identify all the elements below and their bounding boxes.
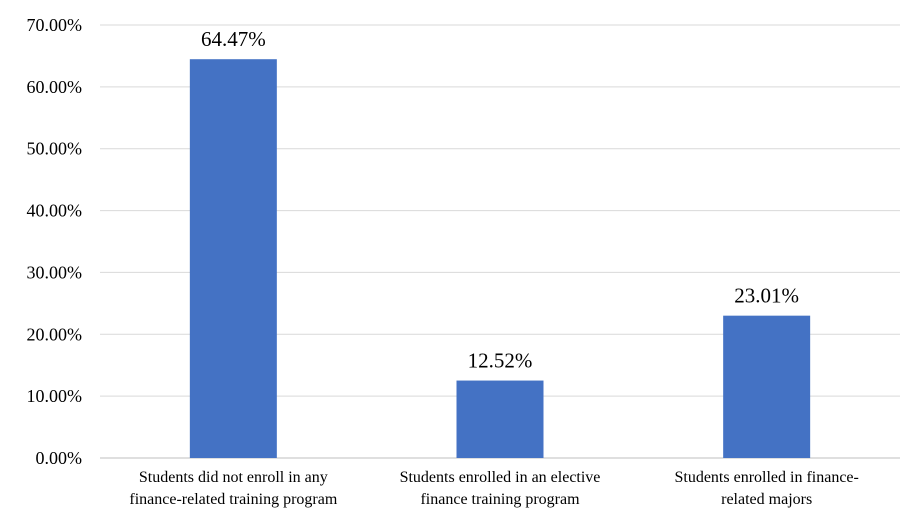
bar bbox=[723, 315, 811, 458]
y-tick-label: 0.00% bbox=[36, 448, 83, 468]
y-axis-tick-labels: 0.00% 10.00% 20.00% 30.00% 40.00% 50.00% 60.00… bbox=[27, 15, 83, 468]
data-labels: 64.47% 12.52% 23.01% bbox=[201, 27, 799, 372]
y-tick-label: 60.00% bbox=[27, 77, 83, 97]
y-tick-label: 10.00% bbox=[27, 386, 83, 406]
y-tick-label: 30.00% bbox=[27, 262, 83, 282]
y-tick-label: 20.00% bbox=[27, 324, 83, 344]
y-tick-label: 70.00% bbox=[27, 15, 83, 35]
data-label: 23.01% bbox=[734, 284, 799, 308]
category-label: Students enrolled in finance- bbox=[674, 469, 858, 486]
x-axis-category-labels: Students did not enroll in any finance-re… bbox=[129, 469, 858, 508]
data-label: 64.47% bbox=[201, 27, 266, 51]
category-label: Students did not enroll in any bbox=[139, 469, 328, 486]
data-label: 12.52% bbox=[468, 349, 533, 373]
category-label: related majors bbox=[721, 491, 812, 508]
y-tick-label: 40.00% bbox=[27, 201, 83, 221]
category-label: finance-related training program bbox=[129, 491, 337, 508]
bar bbox=[189, 59, 277, 458]
category-label: finance training program bbox=[420, 491, 580, 508]
y-tick-label: 50.00% bbox=[27, 139, 83, 159]
category-label: Students enrolled in an elective bbox=[400, 469, 601, 486]
bars bbox=[189, 59, 811, 458]
bar bbox=[456, 380, 544, 458]
